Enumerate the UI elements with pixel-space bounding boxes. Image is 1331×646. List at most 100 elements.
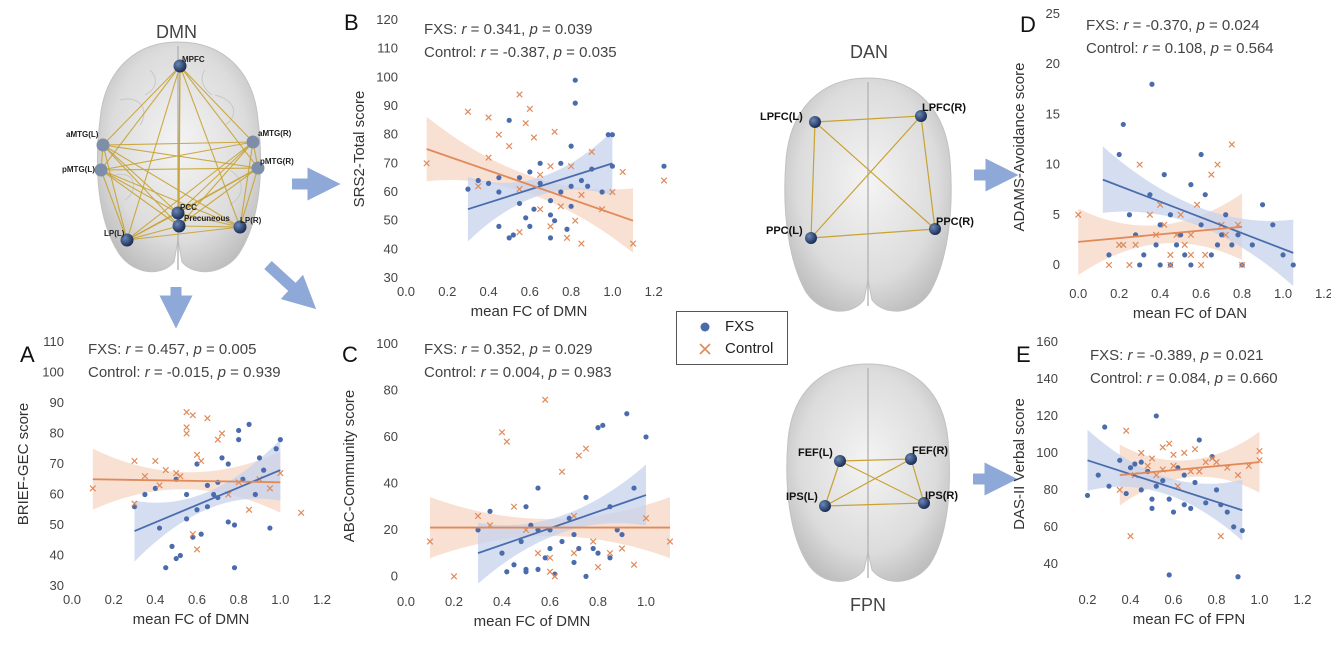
y-axis-label: BRIEF-GEC score [15, 403, 32, 526]
dmn-node-labels: MPFC aMTG(L) aMTG(R) pMTG(L) pMTG(R) PCC… [62, 55, 294, 238]
control-point [1122, 427, 1130, 434]
control-point [1256, 447, 1263, 455]
node-ppc-r [929, 223, 941, 235]
fxs-point [1095, 472, 1101, 478]
y-tick-label: 80 [1044, 482, 1058, 497]
arrows [159, 158, 1019, 496]
fxs-point [510, 232, 516, 238]
fxs-point [1198, 222, 1204, 228]
label-lp-r: LP(R) [240, 216, 262, 225]
control-point [582, 445, 590, 452]
control-point [1201, 251, 1209, 259]
y-tick-label: 70 [384, 155, 398, 170]
legend-control-label: Control [725, 340, 774, 357]
y-tick-label: 100 [1036, 445, 1058, 460]
y-axis-label: ABC-Community score [341, 390, 358, 543]
control-point [1170, 462, 1177, 470]
fxs-point [1147, 192, 1153, 198]
fxs-point [537, 160, 543, 166]
control-point [183, 408, 190, 416]
dmn-node [173, 59, 187, 73]
control-point [1136, 161, 1143, 168]
label-ppc-r: PPC(R) [936, 216, 974, 228]
dmn-node [171, 206, 185, 220]
control-point [177, 472, 184, 480]
dmn-nodes [94, 59, 265, 247]
fxs-point [219, 455, 225, 461]
fxs-point [240, 476, 246, 482]
control-point [464, 108, 472, 115]
control-point [1120, 241, 1127, 249]
fxs-point [1178, 232, 1184, 238]
fxs-point [252, 491, 258, 498]
fxs-point [236, 437, 242, 443]
fxs-point [527, 169, 533, 175]
fxs-point [607, 555, 613, 561]
dmn-edge [239, 141, 254, 228]
fxs-point [475, 527, 481, 533]
fpn-node-labels: FEF(L) FEF(R) IPS(L) IPS(R) [786, 445, 958, 503]
control-point [172, 469, 180, 477]
fxs-point [1137, 262, 1143, 268]
node-ips-l [819, 500, 831, 512]
chart-brief-gec: 0.0 0.2 0.4 0.6 0.8 1.0 1.2 30 40 50 60 70 80 90 100 11… [15, 334, 331, 628]
fxs-point [1149, 505, 1155, 511]
x-tick-label: 0.8 [1207, 592, 1225, 607]
dmn-edge [102, 144, 128, 241]
label-lp-l: LP(L) [104, 229, 125, 238]
control-point [1187, 231, 1195, 239]
legend: FXS Control [676, 311, 788, 365]
panel-letter-d: D [1020, 12, 1036, 37]
label-fef-r: FEF(R) [912, 445, 948, 457]
x-tick-label: 0.8 [589, 594, 607, 609]
control-point [1208, 171, 1215, 178]
x-axis-label: mean FC of DAN [1133, 305, 1247, 322]
x-axis-label: mean FC of DMN [133, 611, 250, 628]
fxs-point [600, 422, 606, 428]
fxs-point [559, 538, 565, 545]
fxs-point [1235, 574, 1241, 580]
x-tick-label: 0.4 [1151, 286, 1169, 301]
fxs-point [485, 180, 492, 186]
fxs-point [1141, 252, 1147, 258]
y-tick-label: 40 [1044, 556, 1058, 571]
x-tick-label: 1.2 [313, 592, 331, 607]
y-tick-label: 80 [384, 382, 398, 397]
x-tick-label: 0.8 [1233, 286, 1251, 301]
fit-line-fxs [477, 494, 647, 554]
fxs-point [163, 565, 169, 571]
fxs-point [558, 189, 564, 195]
fxs-point [1231, 524, 1237, 530]
stats-control: Control: r = 0.004, p = 0.983 [424, 364, 612, 381]
control-point [578, 240, 585, 247]
control-point [572, 217, 579, 224]
fxs-point [194, 507, 200, 513]
dmn-edge [102, 65, 181, 146]
y-tick-label: 0 [1053, 257, 1060, 272]
dmn-edge [102, 144, 179, 214]
dmn-edge [126, 225, 180, 241]
x-tick-label: 0.2 [438, 284, 456, 299]
fxs-point [518, 538, 524, 545]
legend-fxs-marker [700, 322, 710, 332]
stats-control: Control: r = 0.108, p = 0.564 [1086, 40, 1274, 57]
control-point [594, 563, 602, 571]
fxs-point [568, 143, 574, 149]
control-point [245, 506, 253, 513]
control-point [505, 142, 513, 150]
control-point [474, 512, 482, 520]
x-tick-label: 0.2 [105, 592, 123, 607]
y-tick-label: 10 [1046, 157, 1060, 172]
fxs-point [1181, 502, 1187, 508]
control-point [629, 240, 637, 247]
fxs-point [496, 175, 502, 181]
legend-fxs-label: FXS [725, 318, 755, 335]
control-point [522, 119, 529, 127]
fxs-point [211, 491, 217, 498]
control-point [1181, 241, 1188, 249]
fxs-point [516, 200, 523, 207]
control-point [266, 485, 274, 492]
control-point [606, 549, 614, 557]
control-point [1234, 471, 1242, 479]
